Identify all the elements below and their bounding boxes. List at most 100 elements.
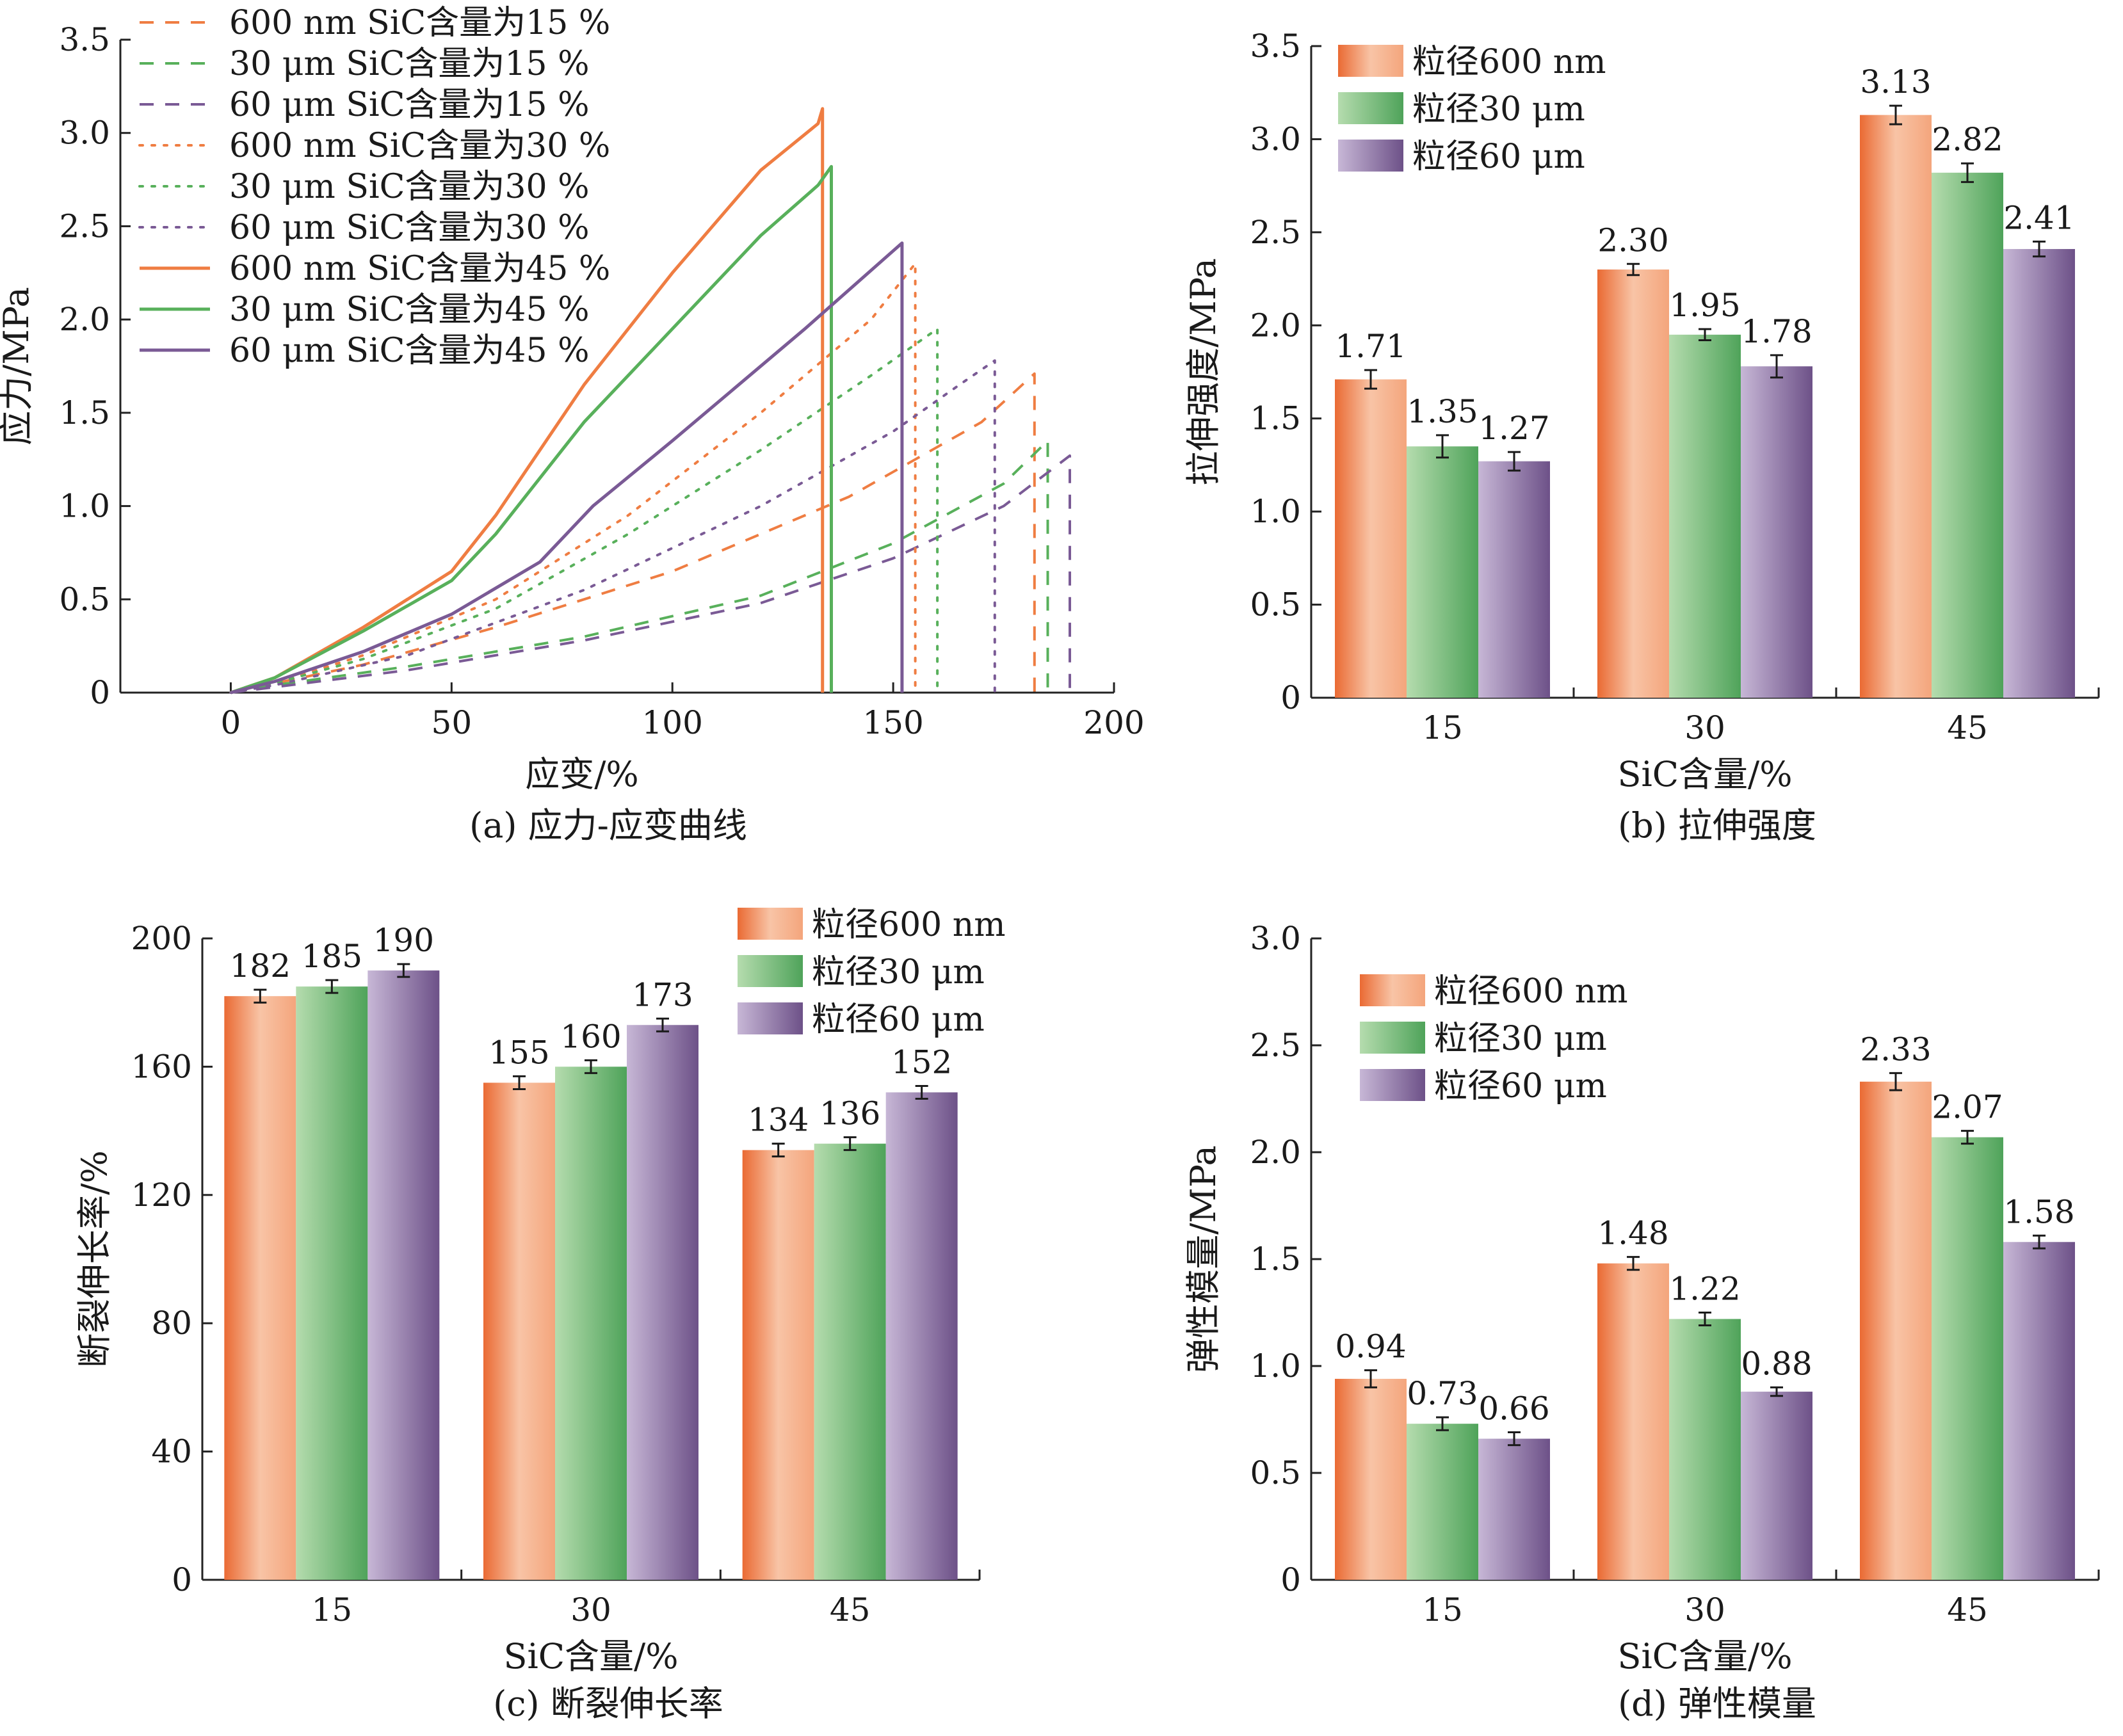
y-tick-label: 0.5 [1250,1454,1301,1491]
y-tick-label: 2.0 [1250,307,1301,344]
bar-green-30 [1669,1319,1741,1580]
legend-label-orange: 粒径600 nm [1434,972,1628,1011]
x-tick-label: 45 [1947,1591,1988,1628]
data-label: 1.95 [1669,287,1740,324]
panel-b-tensile-strength: 0 0.5 1.0 1.5 2.0 2.5 3.0 3.5 15 1.711.35 1.27 30 2.… [1183,28,2100,794]
y-tick-label: 0 [1280,679,1301,716]
legend-label-green: 粒径30 μm [1434,1020,1607,1058]
legend-swatch-orange [1360,974,1425,1006]
x-tick-label: 200 [1083,704,1144,741]
data-label: 2.30 [1597,221,1668,259]
legend-swatch-orange [738,908,803,940]
bar-orange-15 [1335,1379,1407,1580]
bar-orange-45 [742,1150,814,1580]
y-tick-label: 2.5 [1250,214,1301,251]
data-label: 1.35 [1407,393,1478,430]
data-label: 1.22 [1669,1271,1740,1308]
y-tick-label: 200 [131,920,192,957]
bar-orange-15 [224,996,296,1580]
data-label: 1.58 [2003,1193,2074,1230]
legend-label-3: 60 μm SiC含量为15 % [229,86,589,124]
legend-label-9: 60 μm SiC含量为45 % [229,332,589,370]
data-label: 0.94 [1335,1328,1406,1365]
data-label: 160 [560,1018,621,1055]
x-tick-label: 150 [862,704,923,741]
legend-label-8: 30 μm SiC含量为45 % [229,291,589,329]
data-label: 182 [230,947,291,985]
series-line-3 [230,454,1071,694]
y-tick-label: 1.0 [59,488,110,525]
data-label: 136 [819,1095,880,1132]
data-label: 2.33 [1860,1031,1931,1068]
series-line-7 [230,107,825,695]
y-tick-label: 2.5 [59,207,110,245]
legend-label-orange: 粒径600 nm [812,906,1006,944]
data-label: 2.41 [2003,199,2074,236]
y-tick-label: 3.0 [59,115,110,152]
bar-purple-45 [885,1092,958,1580]
data-label: 173 [632,976,693,1013]
series-line-2 [230,439,1049,694]
bar-green-30 [555,1066,627,1580]
data-label: 1.71 [1335,328,1406,365]
x-tick-label: 30 [1684,709,1725,746]
bar-purple-45 [2003,249,2075,698]
legend-swatch-green [1360,1022,1425,1054]
x-axis-label: SiC含量/% [503,1636,678,1676]
bar-purple-15 [367,970,440,1580]
y-tick-label: 0 [172,1561,192,1598]
y-tick-label: 1.5 [1250,1241,1301,1278]
legend-label-4: 600 nm SiC含量为30 % [229,127,610,165]
bar-green-45 [1932,1137,2003,1580]
caption-c: (c) 断裂伸长率 [493,1684,723,1724]
y-tick-label: 0.5 [1250,586,1301,623]
bar-orange-45 [1860,115,1932,698]
bar-purple-30 [1741,366,1812,698]
y-axis-label: 应力/MPa [0,287,36,446]
x-tick-label: 30 [570,1591,611,1628]
y-tick-label: 2.0 [59,301,110,338]
x-tick-label: 45 [1947,709,1988,746]
legend-label-orange: 粒径600 nm [1412,43,1606,81]
y-tick-label: 3.0 [1250,120,1301,157]
bar-orange-30 [1597,269,1669,698]
y-tick-label: 2.5 [1250,1027,1301,1064]
bar-green-15 [1407,1424,1478,1580]
legend-label-6: 60 μm SiC含量为30 % [229,209,589,247]
bar-orange-30 [483,1082,555,1580]
bar-orange-45 [1860,1081,1932,1580]
y-axis-label: 弹性模量/MPa [1183,1145,1223,1373]
legend-swatch-purple [1360,1069,1425,1101]
data-label: 0.66 [1478,1390,1549,1427]
x-tick-label: 100 [642,704,703,741]
legend-swatch-green [1338,92,1403,124]
series-line-1 [230,372,1036,694]
legend-label-purple: 粒径60 μm [812,1001,985,1039]
caption-b: (b) 拉伸强度 [1618,805,1816,846]
x-tick-label: 45 [830,1591,871,1628]
series-line-5 [229,327,939,694]
y-tick-label: 3.5 [59,21,110,58]
bar-purple-45 [2003,1242,2075,1580]
data-label: 2.82 [1932,121,2003,158]
series-line-6 [229,359,996,694]
y-tick-label: 2.0 [1250,1134,1301,1171]
legend-label-7: 600 nm SiC含量为45 % [229,250,610,288]
panel-c-elongation: 0 40 80 120 160 200 15 182 185 190 30 155 160 173 45 13… [74,906,1006,1676]
y-tick-label: 3.0 [1250,920,1301,957]
legend-swatch-purple [738,1002,803,1034]
y-tick-label: 160 [131,1048,192,1085]
x-axis-label: 应变/% [525,754,639,794]
y-tick-label: 1.5 [1250,400,1301,437]
x-tick-label: 15 [312,1591,353,1628]
y-axis-label: 拉伸强度/MPa [1183,258,1223,486]
legend-swatch-green [738,955,803,987]
y-tick-label: 1.5 [59,394,110,431]
legend-label-purple: 粒径60 μm [1434,1067,1607,1105]
bar-purple-30 [627,1025,698,1580]
legend-label-green: 粒径30 μm [812,953,985,992]
y-tick-label: 80 [151,1305,192,1342]
series-line-8 [230,165,833,695]
